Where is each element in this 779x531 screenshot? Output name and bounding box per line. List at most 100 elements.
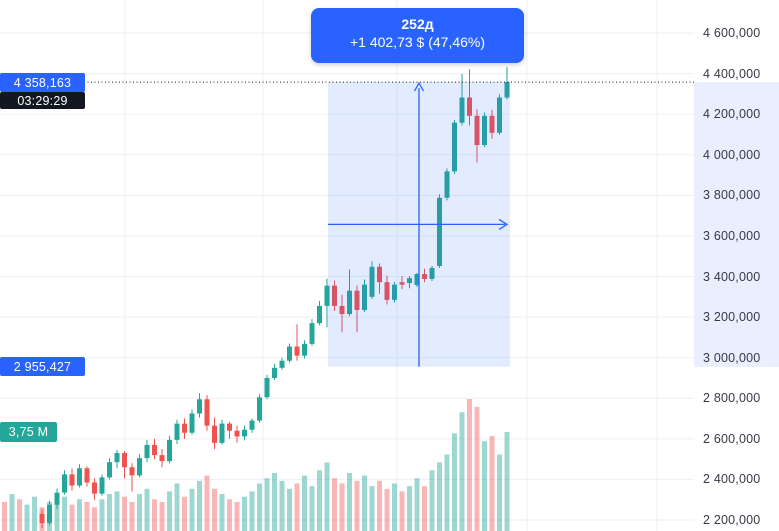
candle-body [144,444,150,459]
candle-body [77,468,82,486]
candle-body [69,474,75,486]
candle-body [384,282,390,300]
candle-body [422,274,427,279]
candle-body [437,197,442,266]
volume-bar [362,475,367,531]
volume-bar [24,504,30,531]
candle-body [249,420,255,430]
volume-bar [174,483,180,531]
volume-bar [242,496,247,531]
measure-bars-count: 252д [401,16,434,32]
price-scale[interactable]: 4 600,000 4 400,000 4 200,000 4 000,000 3 80… [694,0,779,531]
candle-body [362,284,367,310]
measure-arrows [328,81,509,367]
volume-value-label: 3,75 M [0,422,57,442]
candle-body [189,413,195,433]
volume-bar [137,494,142,531]
price-scale-measure-highlight [694,82,779,367]
candle-body [459,97,465,123]
candle-body [354,290,360,310]
price-tick-label: 3 800,000 [703,188,761,203]
candle-body [332,285,337,306]
candle-body [272,367,277,378]
volume-bar [264,478,270,531]
candle-body [287,346,292,361]
volume-bar [437,462,442,531]
candle-body [399,282,405,285]
candle-body [159,455,165,462]
volume-bar [99,499,105,531]
price-tick-label: 3 200,000 [703,310,761,325]
candle-body [92,482,97,494]
candle-body [62,474,67,493]
candle-body [227,423,232,431]
candle-body [504,82,510,98]
candle-body [107,462,112,478]
candle-body [264,377,270,398]
volume-bar [302,475,307,531]
volume-bar [317,470,322,531]
volume-bar [399,491,405,531]
candle-body [369,266,375,297]
price-tick-label: 3 400,000 [703,269,761,284]
volume-bar [249,491,255,531]
candle-body [129,467,135,476]
volume-bar [452,433,457,531]
volume-bar [234,501,240,531]
volume-bar [504,432,510,531]
candle-body [84,468,90,483]
candle-body [317,305,322,324]
volume-bar [257,483,262,531]
volume-bar [294,483,300,531]
price-tick-label: 2 600,000 [703,431,761,446]
candle-body [347,290,352,315]
volume-bar [189,488,195,531]
volume-bar [54,504,60,531]
candle-body [309,323,315,344]
volume-bar [227,499,232,531]
volume-bar [489,435,495,531]
price-tick-label: 4 200,000 [703,107,761,122]
volume-bar [219,494,225,531]
measure-arrowhead-right [498,218,509,230]
volume-bar [84,501,90,531]
candle-body [257,397,262,421]
volume-bar [444,454,450,531]
candle-body [414,274,420,286]
price-tick-label: 2 200,000 [703,513,761,527]
candle-body [324,285,330,306]
candle-body [482,115,487,146]
volume-bar [287,488,292,531]
volume-bar [459,412,465,531]
candle-body [429,267,435,279]
candle-body [339,305,345,315]
volume-bar [92,507,97,531]
volume-bar [414,478,420,531]
candle-body [294,346,300,356]
candle-body [122,453,127,468]
last-price-label: 4 358,163 [0,73,85,92]
volume-bar [159,501,165,531]
candle-body [167,439,172,462]
price-tick-label: 4 600,000 [703,26,761,40]
price-tick-label: 3 600,000 [703,228,761,243]
volume-bar [309,486,315,531]
volume-bar [129,501,135,531]
volume-bar [339,483,345,531]
volume-bar [2,501,7,531]
volume-bar [152,499,157,531]
price-tick-label: 4 400,000 [703,66,761,81]
candle-body [242,429,247,437]
volume-bar [467,399,472,531]
candle-body [444,171,450,198]
volume-bar [32,496,37,531]
candle-body [279,360,285,368]
volume-bar [62,496,67,531]
price-tick-label: 2 800,000 [703,391,761,406]
candle-body [152,444,157,456]
candle-series [39,67,510,529]
candle-body [219,423,225,443]
volume-bar [182,496,187,531]
candle-body [182,423,187,433]
